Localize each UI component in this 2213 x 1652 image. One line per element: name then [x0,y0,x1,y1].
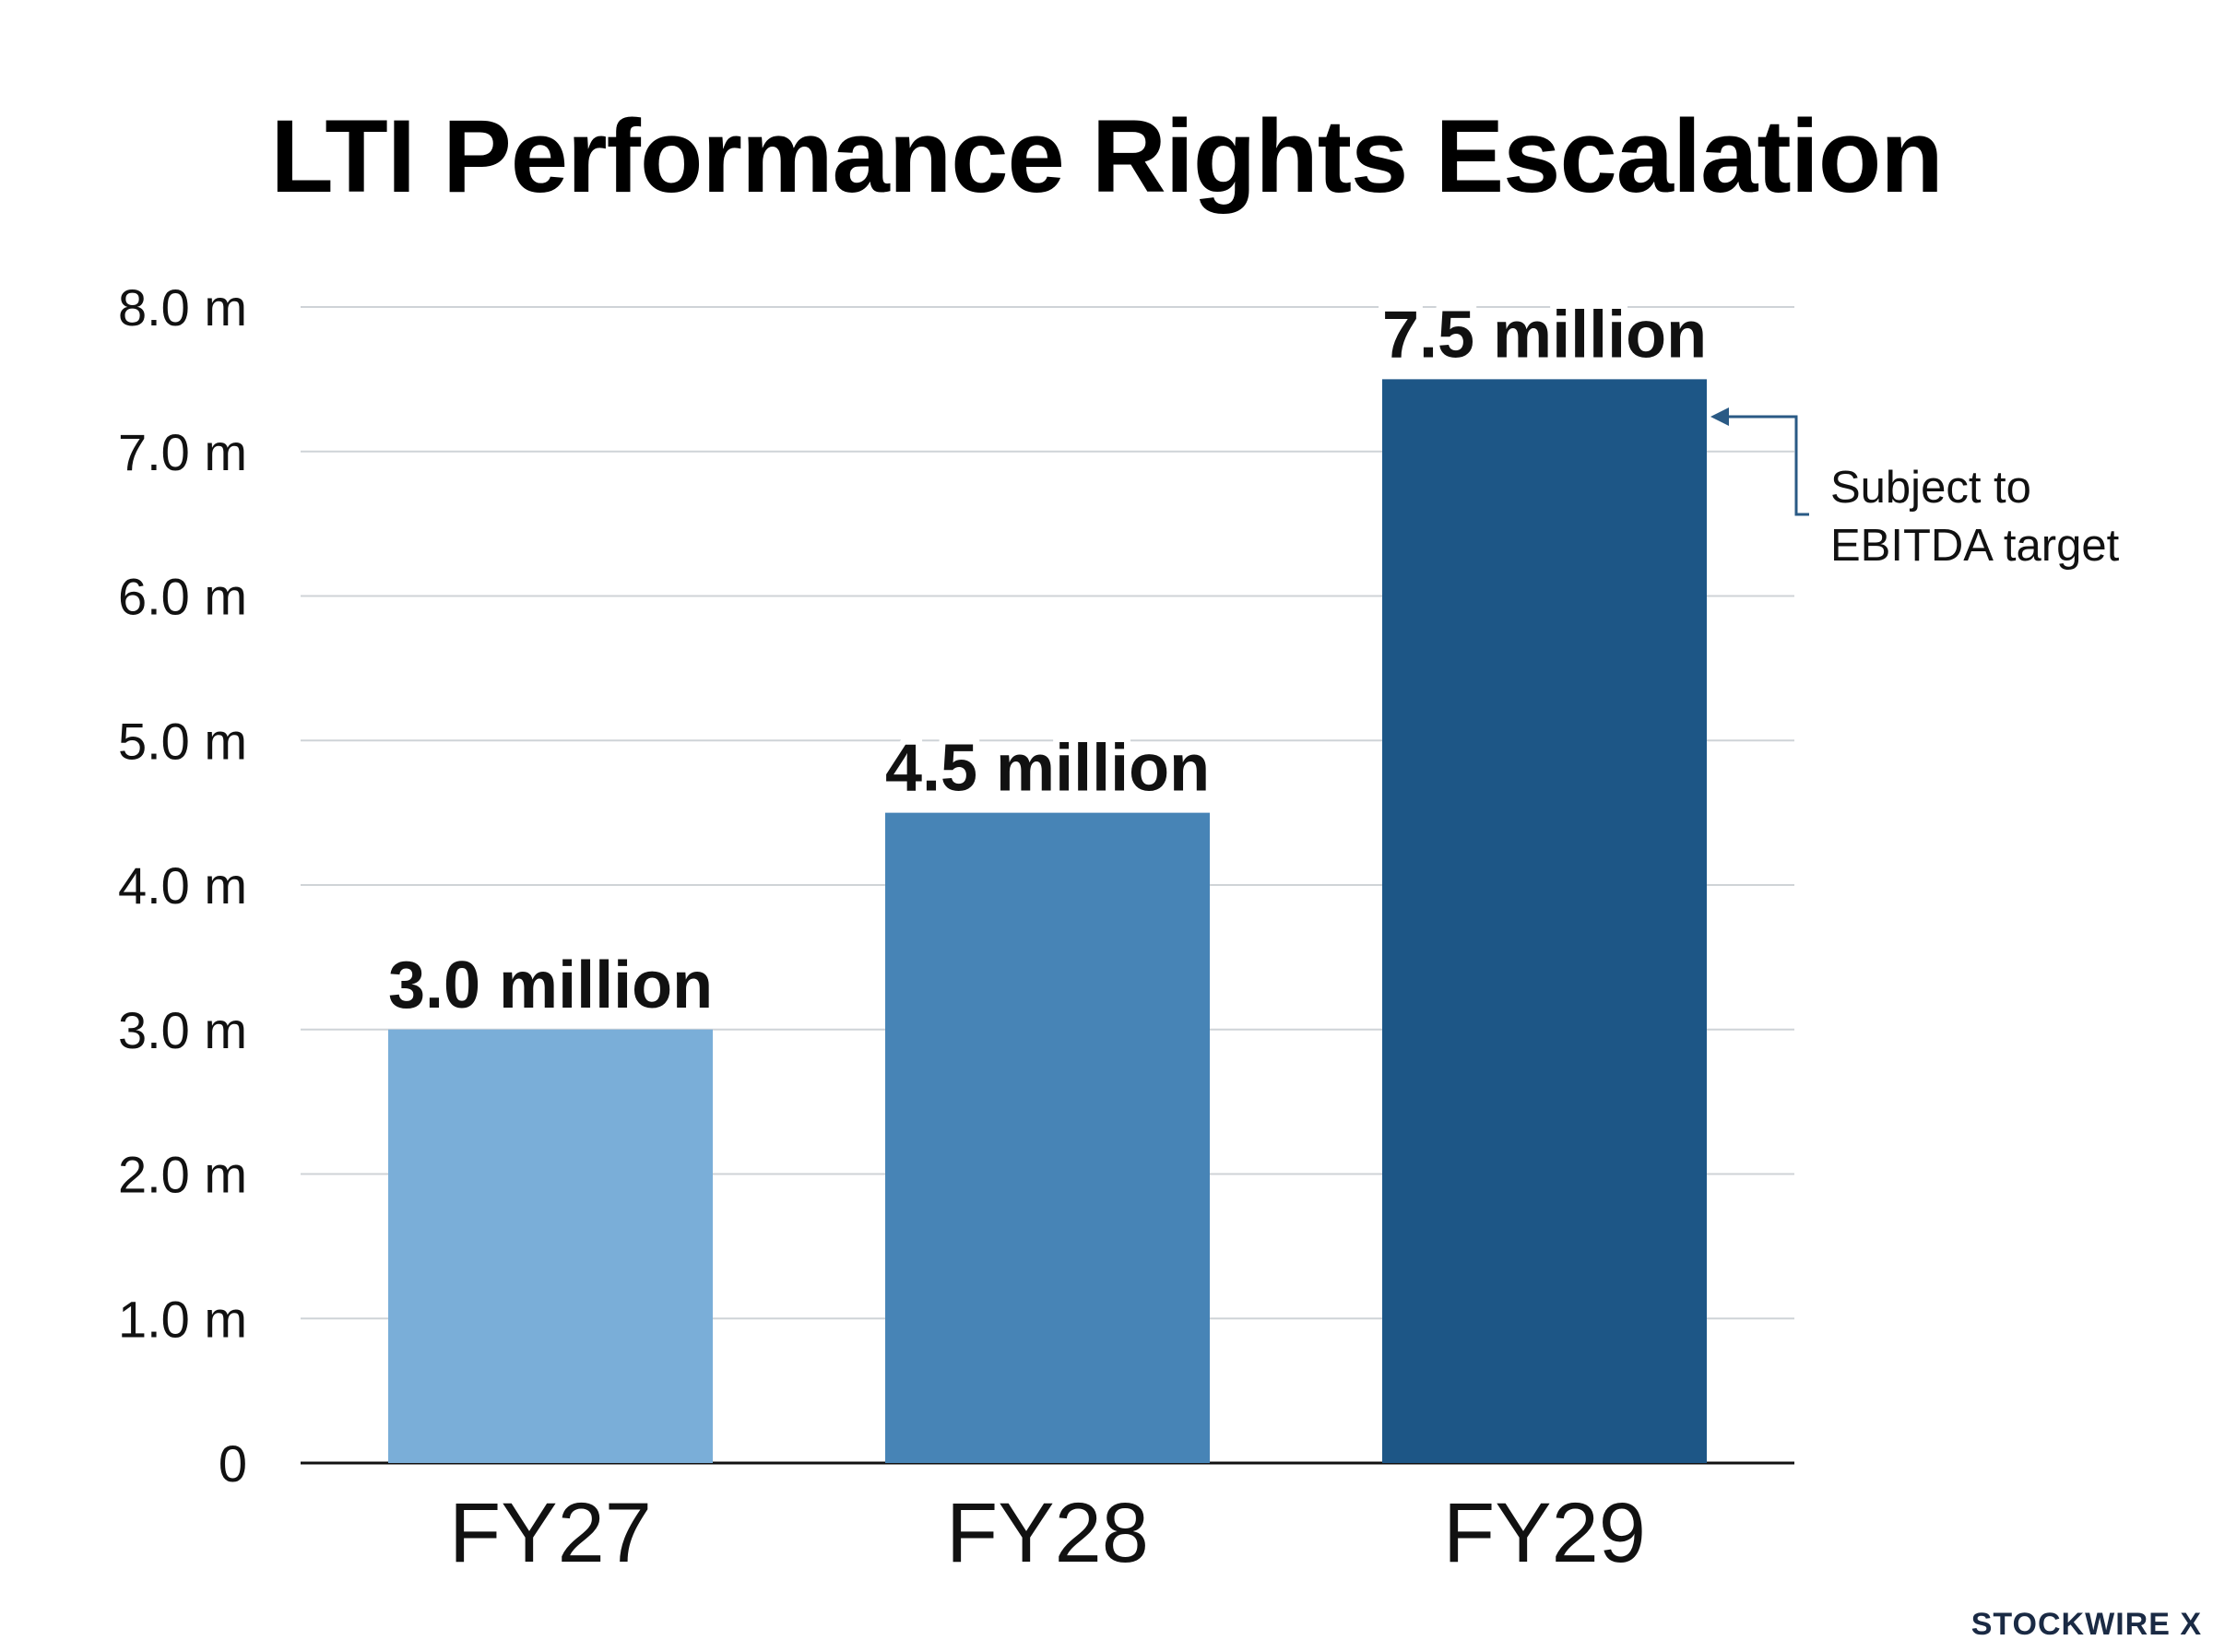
chart-title: LTI Performance Rights Escalation [270,99,1943,214]
bars [388,379,1707,1463]
bar-fy29 [1382,379,1707,1463]
x-axis-tick-labels: FY27 FY28 FY29 [449,1486,1646,1580]
y-tick-label: 5.0 m [118,712,247,770]
bar-data-label: 3.0 million [388,949,713,1022]
y-tick-label: 6.0 m [118,568,247,626]
bar-data-label: 7.5 million [1382,298,1707,372]
annotation: Subject to EBITDA target [1710,407,2120,571]
bar-fy28 [885,812,1210,1463]
brand-logo: STOCKWIRE X [1970,1607,2202,1642]
bar-fy27 [388,1029,713,1463]
bar-data-labels: 3.0 million 4.5 million 7.5 million [382,291,1713,1028]
bar-data-label: 4.5 million [885,732,1210,806]
x-tick-label: FY29 [1443,1486,1646,1580]
annotation-text-line: Subject to [1830,463,2031,513]
x-tick-label: FY27 [449,1486,652,1580]
annotation-text-line: EBITDA target [1830,521,2120,571]
y-tick-label: 2.0 m [118,1146,247,1204]
x-tick-label: FY28 [946,1486,1149,1580]
y-tick-label: 7.0 m [118,423,247,481]
y-tick-label: 3.0 m [118,1001,247,1059]
y-tick-label: 8.0 m [118,278,247,336]
annotation-connector [1727,415,1809,516]
y-tick-label: 1.0 m [118,1290,247,1348]
y-axis-tick-labels: 0 1.0 m 2.0 m 3.0 m 4.0 m 5.0 m 6.0 m 7.0 m 8.0 … [118,278,247,1493]
y-tick-label: 0 [219,1434,247,1493]
y-tick-label: 4.0 m [118,856,247,914]
annotation-arrowhead [1710,407,1729,426]
